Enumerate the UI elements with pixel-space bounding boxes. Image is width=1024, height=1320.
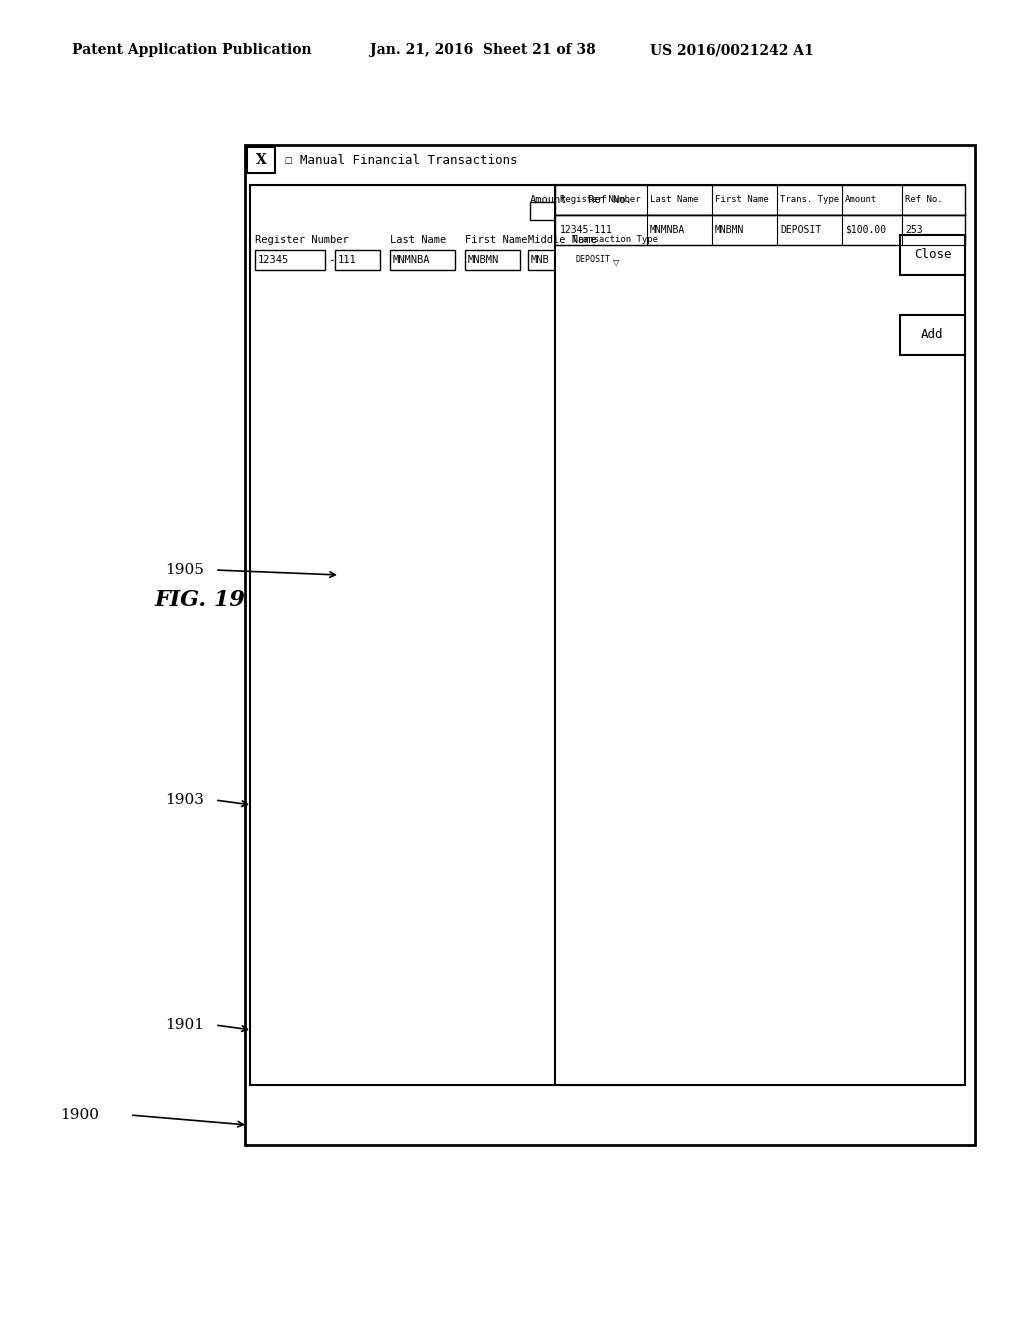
Text: MNB: MNB	[531, 255, 550, 265]
Text: Add: Add	[922, 329, 944, 342]
Bar	[390, 249, 455, 271]
Text: Middle Name: Middle Name	[528, 235, 597, 246]
Text: ☐ Manual Financial Transactions: ☐ Manual Financial Transactions	[285, 153, 517, 166]
Text: ▽: ▽	[612, 257, 620, 267]
Bar	[528, 249, 563, 271]
Bar	[900, 235, 965, 275]
Bar	[572, 249, 624, 271]
Text: FIG. 19: FIG. 19	[155, 589, 246, 611]
Bar	[335, 249, 380, 271]
Text: First Name: First Name	[465, 235, 527, 246]
Bar	[255, 249, 325, 271]
Text: Register Number: Register Number	[255, 235, 349, 246]
Bar	[588, 202, 633, 220]
Bar	[555, 215, 965, 246]
Text: Ref No.: Ref No.	[905, 195, 943, 205]
Text: Trans. Type: Trans. Type	[780, 195, 839, 205]
Text: Last Name: Last Name	[650, 195, 698, 205]
Text: Patent Application Publication: Patent Application Publication	[72, 44, 311, 57]
Text: 253: 253	[905, 224, 923, 235]
Text: MNMNBA: MNMNBA	[393, 255, 430, 265]
Text: US 2016/0021242 A1: US 2016/0021242 A1	[650, 44, 814, 57]
Bar	[555, 185, 965, 1085]
Text: -: -	[328, 255, 335, 265]
Bar	[250, 185, 640, 1085]
Text: $100.00: $100.00	[845, 224, 886, 235]
Bar	[900, 315, 965, 355]
Text: DEPOSIT: DEPOSIT	[575, 256, 610, 264]
Text: MNBMN: MNBMN	[468, 255, 500, 265]
Text: MNBMN: MNBMN	[715, 224, 744, 235]
Text: 12345: 12345	[258, 255, 289, 265]
Bar	[247, 147, 275, 173]
Text: Amount: Amount	[845, 195, 878, 205]
Text: First Name: First Name	[715, 195, 769, 205]
Text: 12345-111: 12345-111	[560, 224, 613, 235]
Text: Close: Close	[913, 248, 951, 261]
Text: X: X	[256, 153, 266, 168]
Text: 111: 111	[338, 255, 356, 265]
Bar	[245, 145, 975, 1144]
Text: 1901: 1901	[165, 1018, 204, 1032]
Text: DEPOSIT: DEPOSIT	[780, 224, 821, 235]
Text: 1905: 1905	[165, 564, 204, 577]
Bar	[465, 249, 520, 271]
Text: Amount: Amount	[530, 195, 567, 205]
Text: 1903: 1903	[165, 793, 204, 807]
Text: 1900: 1900	[60, 1107, 99, 1122]
Text: Ref No.: Ref No.	[588, 195, 632, 205]
Text: Transaction Type: Transaction Type	[572, 235, 658, 244]
Bar	[555, 185, 965, 215]
Bar	[612, 249, 624, 271]
Text: Jan. 21, 2016  Sheet 21 of 38: Jan. 21, 2016 Sheet 21 of 38	[370, 44, 596, 57]
Text: Last Name: Last Name	[390, 235, 446, 246]
Bar	[530, 202, 580, 220]
Text: MNMNBA: MNMNBA	[650, 224, 685, 235]
Text: Register Number: Register Number	[560, 195, 641, 205]
